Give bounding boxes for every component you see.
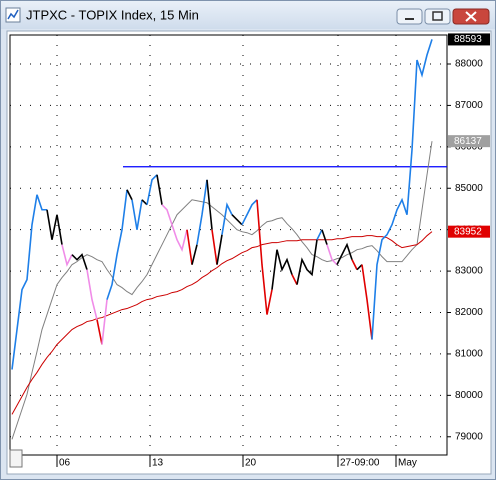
y-tick-label: 87000 [455, 100, 483, 111]
price-line [221, 202, 233, 235]
price-line [141, 199, 148, 206]
price-line [106, 189, 128, 300]
last-value-box [448, 135, 490, 148]
y-tick-label: 81000 [455, 349, 483, 360]
price-line [146, 174, 158, 205]
maximize-button[interactable] [424, 8, 451, 25]
y-tick-label: 88000 [455, 59, 483, 70]
last-value-label: 88593 [454, 34, 482, 45]
y-tick-label: 83000 [455, 266, 483, 277]
price-line [291, 274, 298, 285]
x-tick-label: 13 [152, 458, 164, 469]
price-line [361, 264, 373, 340]
x-tick-label: 20 [245, 458, 257, 469]
price-line [351, 259, 358, 271]
close-glyph [465, 11, 477, 22]
price-line [186, 229, 193, 265]
price-line [326, 244, 338, 266]
price-line [101, 299, 108, 345]
price-line [86, 269, 98, 320]
x-tick-label: May [398, 458, 417, 469]
price-line [211, 229, 218, 265]
y-tick-label: 82000 [455, 307, 483, 318]
minimize-button[interactable] [396, 8, 423, 25]
price-line [256, 199, 273, 315]
price-line [271, 249, 293, 290]
plot-content: 7900080000810008200083000840008500086000… [10, 33, 490, 469]
price-line [46, 209, 63, 245]
price-line [206, 179, 213, 230]
price-line [371, 39, 433, 340]
price-line [336, 242, 353, 265]
price-line [131, 199, 143, 230]
minimize-glyph [405, 18, 414, 20]
price-line [196, 179, 208, 245]
price-line [316, 229, 323, 241]
x-tick-label: 06 [59, 458, 71, 469]
scroll-handle[interactable] [9, 449, 23, 468]
y-tick-label: 85000 [455, 183, 483, 194]
price-line [356, 264, 363, 271]
price-line [231, 214, 243, 226]
moving-average [11, 231, 433, 415]
window-buttons [396, 8, 490, 25]
price-line [126, 189, 133, 201]
price-line [71, 253, 88, 270]
price-line [321, 229, 328, 245]
moving-average [11, 141, 433, 440]
price-line [161, 204, 188, 252]
price-line [11, 194, 47, 370]
y-tick-label: 80000 [455, 390, 483, 401]
last-value-label: 83952 [454, 226, 482, 237]
last-value-label: 86137 [454, 136, 482, 147]
x-tick-label: 27-09:00 [340, 458, 380, 469]
price-line [216, 234, 223, 265]
window-title: JTPXC - TOPIX Index, 15 Min [26, 7, 199, 22]
y-tick-label: 79000 [455, 431, 483, 442]
app-icon-glyph [7, 9, 19, 20]
price-line [296, 239, 318, 285]
price-line [191, 244, 198, 265]
price-line [241, 199, 258, 226]
last-value-box [448, 225, 490, 238]
price-line [96, 319, 103, 345]
price-line [61, 244, 73, 267]
price-line [156, 174, 163, 205]
maximize-glyph [432, 11, 443, 21]
plot-area [9, 34, 448, 456]
last-value-box [448, 33, 490, 46]
